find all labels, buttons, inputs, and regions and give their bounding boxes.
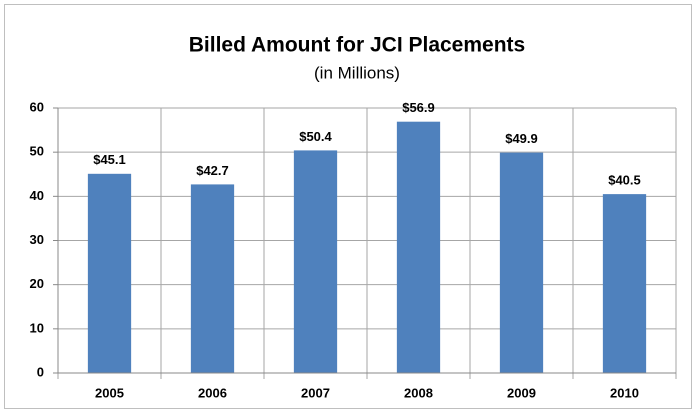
value-label: $49.9	[505, 131, 538, 146]
value-label: $56.9	[402, 100, 435, 115]
x-tick-label: 2005	[95, 385, 124, 400]
bar	[396, 121, 441, 373]
y-tick-label: 40	[30, 188, 44, 203]
y-tick-label: 30	[30, 232, 44, 247]
chart-subtitle: (in Millions)	[314, 63, 400, 82]
value-label: $42.7	[196, 163, 229, 178]
value-label: $50.4	[299, 129, 332, 144]
x-tick-label: 2008	[404, 385, 433, 400]
bar	[293, 150, 338, 373]
x-tick-label: 2007	[301, 385, 330, 400]
y-tick-label: 20	[30, 276, 44, 291]
y-tick-label: 50	[30, 144, 44, 159]
x-tick-label: 2010	[610, 385, 639, 400]
bar	[87, 173, 132, 373]
value-label: $45.1	[93, 152, 126, 167]
y-tick-label: 10	[30, 320, 44, 335]
bar	[190, 184, 235, 373]
y-tick-label: 0	[37, 364, 44, 379]
y-tick-label: 60	[30, 99, 44, 114]
bar	[499, 152, 544, 373]
x-tick-label: 2006	[198, 385, 227, 400]
value-label: $40.5	[608, 173, 641, 188]
x-tick-label: 2009	[507, 385, 536, 400]
bar	[602, 194, 647, 373]
chart-title: Billed Amount for JCI Placements	[189, 34, 525, 57]
